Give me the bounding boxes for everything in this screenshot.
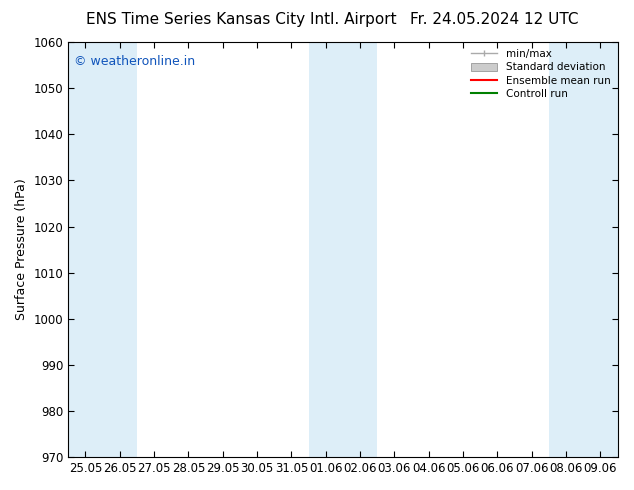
Legend: min/max, Standard deviation, Ensemble mean run, Controll run: min/max, Standard deviation, Ensemble me… — [467, 45, 614, 103]
Bar — [68, 42, 137, 457]
Y-axis label: Surface Pressure (hPa): Surface Pressure (hPa) — [15, 179, 28, 320]
Bar — [549, 42, 618, 457]
Text: Fr. 24.05.2024 12 UTC: Fr. 24.05.2024 12 UTC — [410, 12, 579, 27]
Bar — [309, 42, 377, 457]
Text: © weatheronline.in: © weatheronline.in — [74, 54, 195, 68]
Text: ENS Time Series Kansas City Intl. Airport: ENS Time Series Kansas City Intl. Airpor… — [86, 12, 396, 27]
